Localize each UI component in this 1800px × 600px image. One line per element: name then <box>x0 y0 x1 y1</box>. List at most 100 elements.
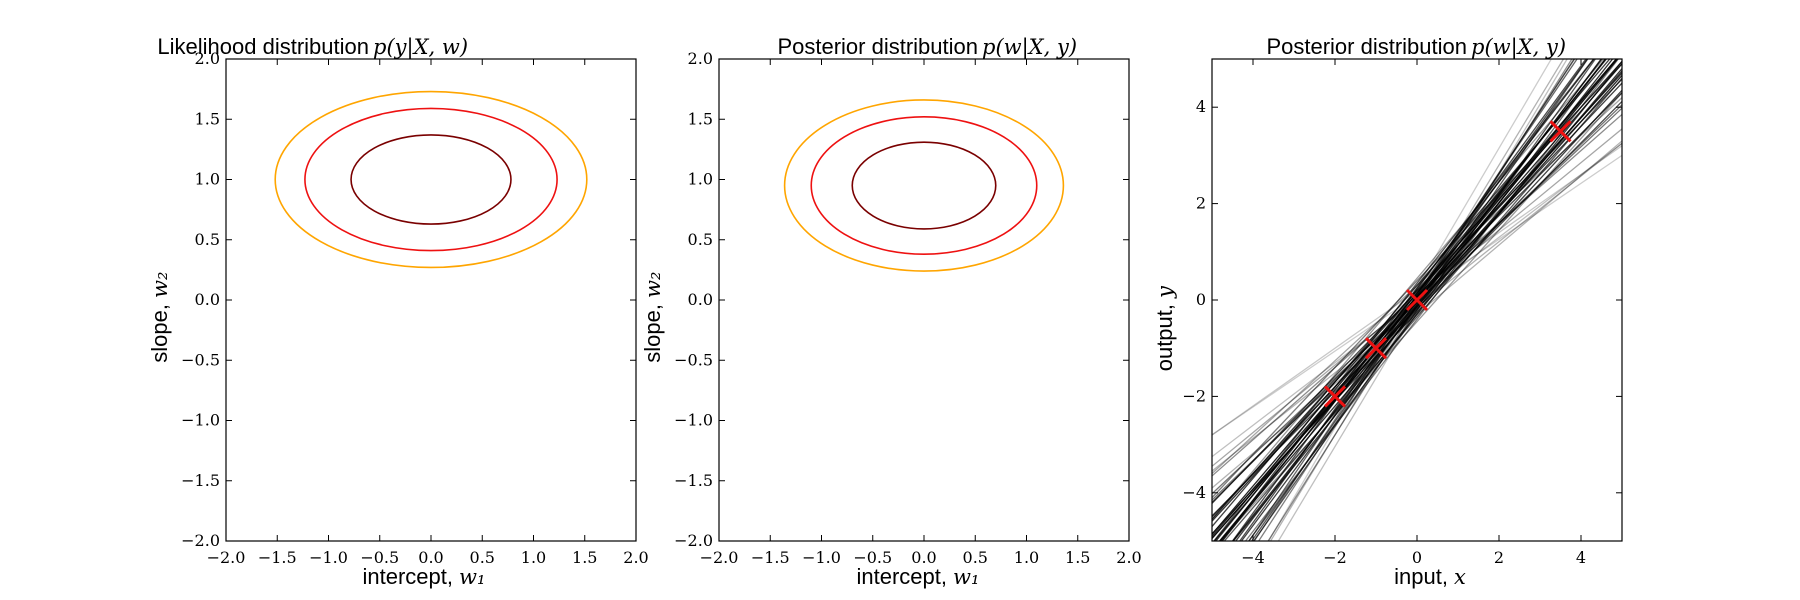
y-tick-label: 0.5 <box>688 230 713 249</box>
contour-ellipse <box>274 90 588 269</box>
sample-line <box>1247 59 1607 541</box>
axes-frame <box>225 58 637 542</box>
tick-group: −4 −2 0 2 4 −4 −2 0 2 4 <box>1182 59 1622 567</box>
x-tick-label: −1.0 <box>802 548 841 567</box>
data-point-marker <box>1549 120 1572 143</box>
x-tick-label: 1.0 <box>1014 548 1039 567</box>
sample-line <box>1220 59 1595 541</box>
sample-line <box>1212 63 1622 499</box>
y-tick-label: 0 <box>1196 290 1206 309</box>
y-tick-label: 1.5 <box>688 109 713 128</box>
sample-line <box>1212 89 1622 535</box>
panel-1-ylabel-group: slope, w₂ <box>147 272 172 363</box>
tick-group: −2.0 −1.5 −1.0 −0.5 0.0 0.5 1.0 1.5 2.0−2.0−1.5−… <box>181 49 649 567</box>
x-tick-label: 2.0 <box>1116 548 1141 567</box>
contour-ellipse <box>783 99 1065 272</box>
x-tick-label: −2.0 <box>700 548 739 567</box>
y-tick-label: 1.0 <box>688 170 713 189</box>
sample-line <box>1267 59 1553 541</box>
panel-2-xlabel: intercept, <box>857 564 948 589</box>
sample-line <box>1267 59 1573 541</box>
y-tick-label: −2.0 <box>674 531 713 550</box>
sample-line <box>1212 104 1622 501</box>
y-tick-label: −1.5 <box>674 471 713 490</box>
x-tick-label: −1.0 <box>309 548 348 567</box>
y-tick-label: 0.0 <box>195 290 220 309</box>
x-tick-label: −1.5 <box>751 548 790 567</box>
panel-1-xlabel-math: w₁ <box>459 565 485 589</box>
contour-group <box>783 99 1065 272</box>
sample-line <box>1244 59 1620 541</box>
panel-3-xlabel-math: x <box>1454 565 1466 589</box>
x-tick-label: 0.5 <box>963 548 988 567</box>
panel-posterior-samples: Posterior distribution p(w|X, y) −4 −2 0 2 4… <box>1152 34 1623 589</box>
marker-stroke <box>1405 288 1429 312</box>
panel-2-ylabel-math: w₂ <box>641 272 665 298</box>
data-point-marker <box>1364 337 1388 360</box>
sample-line <box>1212 128 1622 467</box>
panel-2-title: Posterior distribution <box>777 34 978 59</box>
panel-3-title: Posterior distribution <box>1266 34 1467 59</box>
x-tick-label: −0.5 <box>853 548 892 567</box>
panel-1-ylabel: slope, <box>147 304 172 363</box>
panel-2-ylabel: slope, <box>640 304 665 363</box>
y-tick-label: −4 <box>1182 483 1206 502</box>
sample-line <box>1212 59 1618 535</box>
sample-line <box>1231 59 1587 541</box>
y-tick-label: 2.0 <box>688 49 713 68</box>
sample-line <box>1223 77 1622 541</box>
sample-line <box>1212 59 1605 520</box>
sample-line <box>1253 59 1576 541</box>
x-tick-label: 0.5 <box>470 548 495 567</box>
panel-1-title: Likelihood distribution <box>157 34 369 59</box>
x-tick-label: −2.0 <box>207 548 246 567</box>
y-tick-label: −0.5 <box>674 350 713 369</box>
x-tick-label: −1.5 <box>258 548 297 567</box>
sample-line <box>1212 97 1622 474</box>
y-tick-label: −1.0 <box>181 411 220 430</box>
sample-line <box>1212 78 1622 504</box>
panel-posterior-weights: Posterior distribution p(w|X, y) −2.0 −1.… <box>640 34 1142 589</box>
data-point-marker <box>1405 288 1429 312</box>
y-tick-label: 1.5 <box>195 109 220 128</box>
y-tick-label: −0.5 <box>181 350 220 369</box>
panel-2-ylabel-group: slope, w₂ <box>640 272 665 363</box>
y-tick-label: 0.5 <box>195 230 220 249</box>
sample-line <box>1219 92 1622 541</box>
y-tick-label: 1.0 <box>195 170 220 189</box>
marker-stroke <box>1549 120 1572 143</box>
panel-3-ylabel-math: y <box>1153 285 1177 299</box>
contour-ellipse <box>810 116 1038 256</box>
panel-3-ylabel: output, <box>1152 304 1177 371</box>
panel-3-xlabel: input, <box>1394 564 1448 589</box>
contour-ellipse <box>851 141 997 230</box>
panel-3-ylabel-group: output, y <box>1152 285 1177 371</box>
sample-line <box>1212 142 1622 472</box>
x-tick-label: 4 <box>1576 548 1586 567</box>
y-tick-label: 4 <box>1196 97 1206 116</box>
sample-line <box>1212 74 1622 539</box>
contour-ellipse <box>350 134 512 225</box>
panel-1-ylabel-math: w₂ <box>148 272 172 298</box>
x-tick-label: −2 <box>1323 548 1347 567</box>
x-tick-label: 0.0 <box>418 548 443 567</box>
x-tick-label: −4 <box>1241 548 1265 567</box>
sample-line <box>1252 59 1597 541</box>
y-tick-label: 2.0 <box>195 49 220 68</box>
tick-group: −2.0 −1.5 −1.0 −0.5 0.0 0.5 1.0 1.5 2.0−2.0−1.5−… <box>674 49 1142 567</box>
x-tick-label: 2 <box>1494 548 1504 567</box>
panel-3-title-math: p(w|X, y) <box>1471 35 1566 60</box>
x-tick-label: 0 <box>1412 548 1422 567</box>
y-tick-label: −2 <box>1182 386 1206 405</box>
contour-group <box>274 90 588 269</box>
sample-line <box>1250 59 1589 541</box>
panel-1-xlabel: intercept, <box>363 564 454 589</box>
x-tick-label: 2.0 <box>623 548 648 567</box>
sample-line <box>1212 145 1622 436</box>
x-tick-label: 1.0 <box>521 548 546 567</box>
sample-line <box>1277 59 1568 541</box>
panel-2-xlabel-math: w₁ <box>953 565 979 589</box>
panel-1-title-math: p(y|X, w) <box>373 35 468 60</box>
marker-stroke <box>1364 337 1388 360</box>
